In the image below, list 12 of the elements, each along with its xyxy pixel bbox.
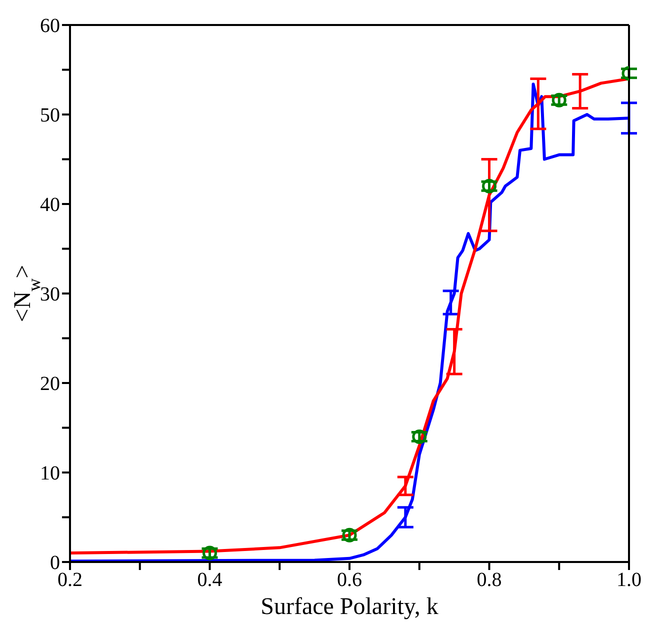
x-tick-label: 0.6 xyxy=(337,569,362,592)
y-tick-label: 60 xyxy=(40,15,60,38)
x-axis-title: Surface Polarity, k xyxy=(260,594,438,620)
x-tick-label: 0.8 xyxy=(476,569,502,592)
x-tick-label: 0.2 xyxy=(58,569,82,592)
y-tick-label: 20 xyxy=(40,373,60,396)
y-tick-label: 0 xyxy=(50,552,60,574)
x-tick-label: 0.4 xyxy=(197,569,222,592)
y-tick-label: 40 xyxy=(40,194,60,216)
y-tick-label: 50 xyxy=(40,104,60,127)
x-tick-label: 1.0 xyxy=(616,569,642,592)
y-tick-label: 10 xyxy=(40,462,60,485)
